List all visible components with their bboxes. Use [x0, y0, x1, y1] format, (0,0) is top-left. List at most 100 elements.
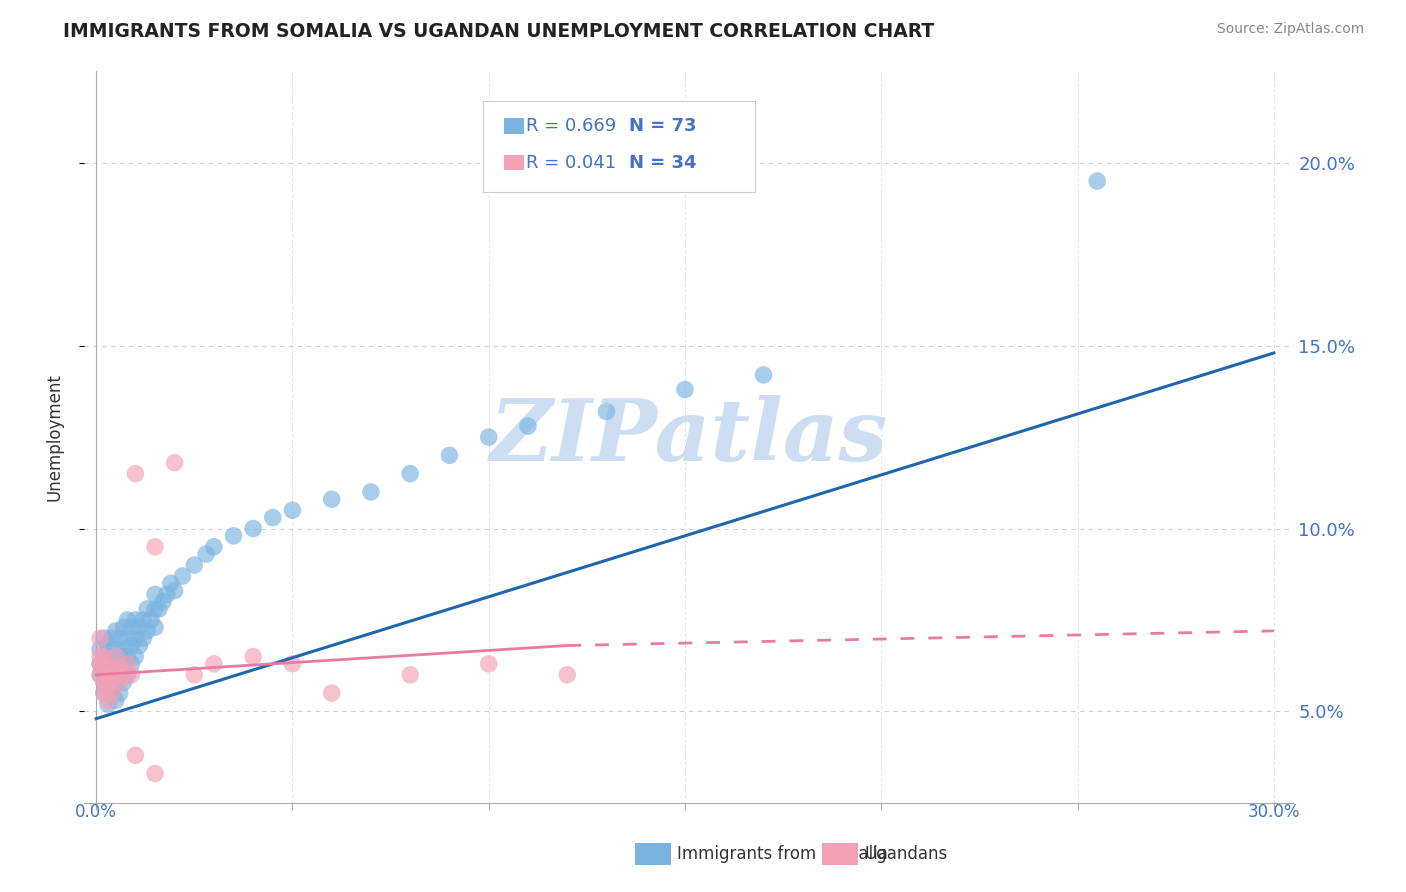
Point — [136, 624, 159, 638]
Point — [89, 667, 111, 681]
Point — [124, 632, 146, 646]
Point — [121, 667, 143, 681]
FancyBboxPatch shape — [503, 154, 524, 170]
Point — [89, 642, 111, 657]
Point — [321, 686, 343, 700]
Point — [136, 602, 159, 616]
Point — [97, 653, 120, 667]
Point — [97, 693, 120, 707]
Text: ZIPatlas: ZIPatlas — [489, 395, 889, 479]
Point — [108, 660, 131, 674]
Point — [195, 547, 218, 561]
Point — [117, 613, 139, 627]
Point — [108, 649, 131, 664]
Y-axis label: Unemployment: Unemployment — [45, 373, 63, 501]
Point — [399, 467, 422, 481]
Point — [101, 675, 124, 690]
Text: Immigrants from Somalia: Immigrants from Somalia — [676, 845, 887, 863]
Point — [97, 667, 120, 681]
Point — [139, 613, 162, 627]
Point — [262, 510, 284, 524]
Text: N = 34: N = 34 — [630, 153, 697, 172]
Point — [104, 660, 127, 674]
Point — [121, 620, 143, 634]
Point — [93, 649, 115, 664]
Point — [595, 404, 617, 418]
Point — [143, 602, 166, 616]
Point — [93, 632, 115, 646]
Point — [117, 667, 139, 681]
Point — [321, 492, 343, 507]
Point — [89, 632, 111, 646]
Point — [242, 521, 264, 535]
Point — [108, 675, 131, 690]
Point — [112, 660, 135, 674]
Point — [163, 456, 186, 470]
Text: N = 73: N = 73 — [630, 117, 697, 136]
Point — [101, 667, 124, 681]
Point — [101, 686, 124, 700]
Point — [478, 657, 501, 671]
Point — [117, 649, 139, 664]
Point — [89, 649, 111, 664]
Point — [159, 576, 181, 591]
Text: Ugandans: Ugandans — [865, 845, 948, 863]
Point — [143, 620, 166, 634]
Point — [281, 657, 304, 671]
Point — [143, 587, 166, 601]
Point — [124, 613, 146, 627]
Point — [172, 569, 194, 583]
Point — [242, 649, 264, 664]
Point — [439, 448, 461, 462]
Point — [104, 649, 127, 664]
Point — [97, 679, 120, 693]
Point — [101, 660, 124, 674]
Point — [128, 639, 150, 653]
Point — [101, 649, 124, 664]
Point — [202, 540, 225, 554]
Point — [89, 657, 111, 671]
Text: Source: ZipAtlas.com: Source: ZipAtlas.com — [1216, 22, 1364, 37]
Point — [673, 383, 696, 397]
Point — [281, 503, 304, 517]
Point — [143, 766, 166, 780]
Point — [93, 660, 115, 674]
Point — [128, 620, 150, 634]
Point — [124, 748, 146, 763]
Point — [752, 368, 775, 382]
Point — [222, 529, 245, 543]
Point — [104, 624, 127, 638]
Point — [517, 419, 540, 434]
Point — [104, 642, 127, 657]
Point — [121, 657, 143, 671]
Point — [478, 430, 501, 444]
FancyBboxPatch shape — [823, 843, 858, 865]
Point — [93, 675, 115, 690]
Point — [360, 485, 382, 500]
Point — [143, 540, 166, 554]
Point — [132, 632, 155, 646]
Point — [108, 632, 131, 646]
Point — [97, 697, 120, 711]
Point — [112, 675, 135, 690]
FancyBboxPatch shape — [634, 843, 671, 865]
Point — [148, 602, 170, 616]
FancyBboxPatch shape — [503, 118, 524, 134]
Point — [101, 686, 124, 700]
Point — [93, 649, 115, 664]
Point — [108, 686, 131, 700]
Point — [104, 667, 127, 681]
Point — [97, 667, 120, 681]
Point — [183, 558, 205, 573]
Point — [89, 657, 111, 671]
Point — [202, 657, 225, 671]
Point — [97, 679, 120, 693]
Text: 0.0%: 0.0% — [75, 803, 117, 821]
Point — [132, 613, 155, 627]
Point — [93, 686, 115, 700]
Point — [183, 667, 205, 681]
Point — [104, 675, 127, 690]
Point — [112, 667, 135, 681]
Text: 30.0%: 30.0% — [1247, 803, 1301, 821]
FancyBboxPatch shape — [484, 101, 755, 192]
